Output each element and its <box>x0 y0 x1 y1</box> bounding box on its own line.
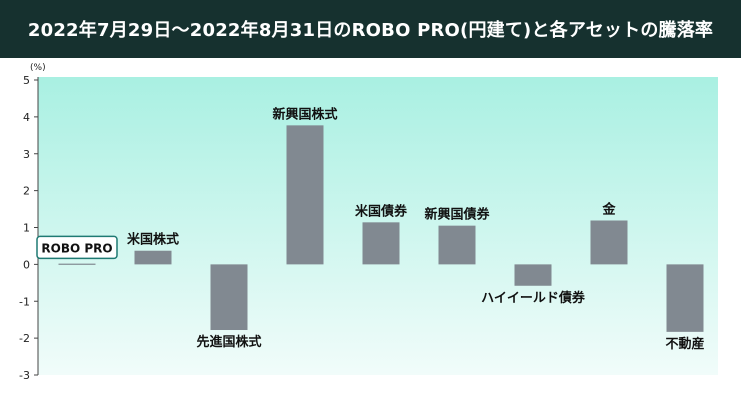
bar <box>286 125 324 265</box>
y-axis-unit: (%) <box>30 63 46 73</box>
y-tick-label: 5 <box>23 74 30 87</box>
bar <box>210 264 248 331</box>
category-label: 先進国株式 <box>196 334 261 350</box>
y-tick-label: -3 <box>19 369 30 382</box>
y-tick-label: 2 <box>23 185 30 198</box>
y-tick-label: 3 <box>23 148 30 161</box>
category-label: 新興国株式 <box>272 106 337 122</box>
y-tick-label: 1 <box>23 222 30 235</box>
chart-title: 2022年7月29日〜2022年8月31日のROBO PRO(円建て)と各アセッ… <box>27 20 714 41</box>
category-label: 米国株式 <box>127 232 179 248</box>
bar <box>666 264 704 332</box>
title-bar: 2022年7月29日〜2022年8月31日のROBO PRO(円建て)と各アセッ… <box>0 0 741 58</box>
category-label: ハイイールド債券 <box>481 290 586 306</box>
robo-pro-label-box <box>36 235 118 260</box>
category-label: 不動産 <box>665 336 704 352</box>
y-tick-label: 4 <box>23 111 30 124</box>
category-label: 金 <box>601 201 616 217</box>
bar <box>514 264 552 286</box>
bar <box>438 225 476 265</box>
bar <box>362 222 400 265</box>
bar <box>134 250 172 265</box>
y-ticks: 5 4 3 2 1 0 -1 -2 -3 <box>19 74 38 382</box>
bar <box>590 220 628 265</box>
category-label: 新興国債券 <box>424 207 490 223</box>
category-label: ROBO PRO <box>41 241 112 255</box>
bar <box>58 263 96 265</box>
category-label: 米国債券 <box>355 203 408 219</box>
y-tick-label: -1 <box>19 295 30 308</box>
y-tick-label: 0 <box>23 258 30 271</box>
y-tick-label: -2 <box>19 332 30 345</box>
bars <box>58 125 704 332</box>
